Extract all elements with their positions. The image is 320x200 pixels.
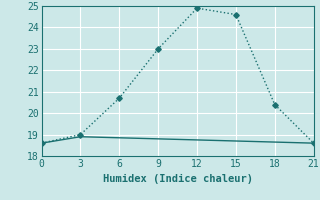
X-axis label: Humidex (Indice chaleur): Humidex (Indice chaleur) — [103, 174, 252, 184]
